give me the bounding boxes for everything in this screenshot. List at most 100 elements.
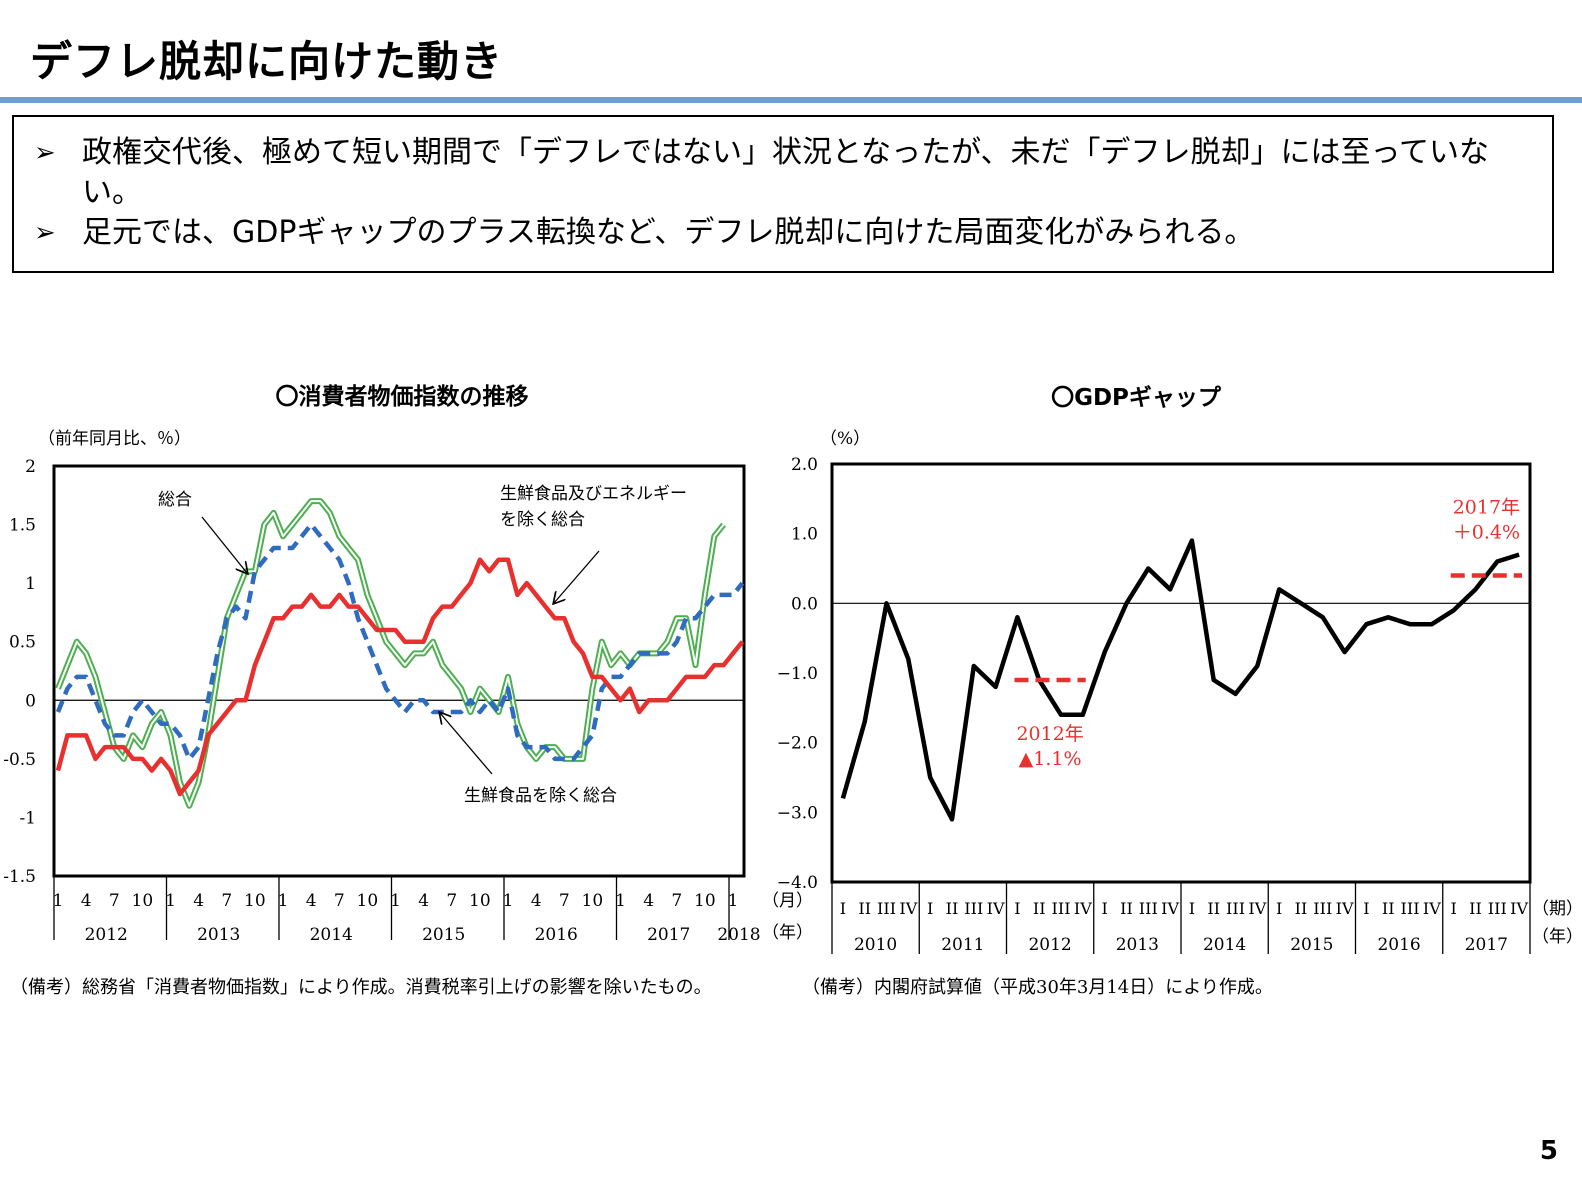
- annotation-core: 生鮮食品を除く総合: [464, 786, 617, 806]
- cpi-month-tick-label: 1: [390, 891, 401, 911]
- annotation-sogo: 総合: [158, 490, 192, 510]
- gdp-y-tick-label: −2.0: [777, 734, 818, 754]
- cpi-month-tick-label: 4: [193, 891, 204, 911]
- cpi-month-tick-label: 7: [334, 891, 345, 911]
- gdp-quarter-label: I: [927, 899, 933, 918]
- cpi-year-label: 2014: [310, 925, 353, 945]
- gdp-y-tick-label: −4.0: [777, 873, 818, 893]
- cpi-month-tick-label: 7: [109, 891, 120, 911]
- cpi-month-tick-label: 7: [446, 891, 457, 911]
- bullet-text: 足元では、GDPギャップのプラス転換など、デフレ脱却に向けた局面変化がみられる。: [82, 215, 1255, 250]
- cpi-y-tick-label: -1: [19, 808, 36, 828]
- annual-average-year-label: 2017年: [1453, 496, 1520, 518]
- gdp-quarter-label: IV: [1336, 899, 1354, 918]
- cpi-y-tick-label: -1.5: [3, 867, 36, 887]
- gdp-y-tick-label: 2.0: [791, 455, 818, 475]
- gdp-quarter-label: III: [1401, 899, 1420, 918]
- gdp-source-note: （備考）内閣府試算値（平成30年3月14日）により作成。: [802, 977, 1273, 998]
- gdp-quarter-label: III: [1313, 899, 1332, 918]
- gdp-year-label: 2012: [1028, 935, 1071, 955]
- gdp-quarter-label: II: [1207, 899, 1220, 918]
- cpi-month-tick-label: 10: [132, 891, 154, 911]
- annotation-core-core-line1: 生鮮食品及びエネルギー: [500, 484, 687, 504]
- cpi-month-tick-label: 10: [694, 891, 716, 911]
- gdp-quarter-label: I: [1450, 899, 1456, 918]
- annotation-core-core-line2: を除く総合: [500, 510, 585, 530]
- cpi-month-tick-label: 1: [728, 891, 739, 911]
- gdp-chart-title: 〇GDPギャップ: [1051, 385, 1222, 411]
- cpi-month-tick-label: 10: [582, 891, 604, 911]
- cpi-month-tick-label: 1: [503, 891, 514, 911]
- cpi-month-tick-label: 7: [559, 891, 570, 911]
- annual-average-year-label: 2012年: [1016, 723, 1083, 745]
- gdp-quarter-label: IV: [1510, 899, 1528, 918]
- bullet-text: 政権交代後、極めて短い期間で「デフレではない」状況となったが、未だ「デフレ脱却」…: [82, 135, 1489, 210]
- cpi-year-unit: （年）: [762, 923, 813, 943]
- bullet-item: ➢ 足元では、GDPギャップのプラス転換など、デフレ脱却に向けた局面変化がみられ…: [34, 213, 1532, 253]
- gdp-quarter-label: III: [1226, 899, 1245, 918]
- charts-canvas: 〇消費者物価指数の推移 （前年同月比、％） 2 1.5 1 0.5 0 -0.5 -1 -1.…: [3, 383, 1582, 955]
- cpi-month-tick-label: 7: [671, 891, 682, 911]
- gdp-plot-frame: [830, 462, 1532, 884]
- gdp-year-label: 2013: [1116, 935, 1159, 955]
- gdp-quarter-label: I: [1101, 899, 1107, 918]
- cpi-month-unit: （月）: [762, 891, 813, 911]
- gdp-quarter-label: II: [858, 899, 871, 918]
- gdp-quarter-label: III: [1052, 899, 1071, 918]
- cpi-month-tick-label: 1: [278, 891, 289, 911]
- arrow-bullet-icon: ➢: [34, 218, 56, 248]
- cpi-month-tick-label: 4: [418, 891, 429, 911]
- gdp-quarter-label: IV: [899, 899, 917, 918]
- page-number: 5: [1539, 1136, 1558, 1166]
- gdp-year-unit: （年）: [1532, 927, 1582, 947]
- cpi-y-axis-label: （前年同月比、％）: [38, 429, 191, 449]
- gdp-year-label: 2014: [1203, 935, 1246, 955]
- gdp-quarter-label: I: [840, 899, 846, 918]
- cpi-month-tick-label: 4: [306, 891, 317, 911]
- cpi-chart-title: 〇消費者物価指数の推移: [276, 383, 529, 410]
- gdp-chart: 〇GDPギャップ （%） 2.0 1.0 0.0 −1.0 −2.0 −3.0 −4.0 2…: [777, 385, 1582, 955]
- gdp-quarter-label: I: [1189, 899, 1195, 918]
- gdp-year-label: 2017: [1465, 935, 1508, 955]
- cpi-year-label: 2015: [422, 925, 465, 945]
- arrow-bullet-icon: ➢: [34, 138, 56, 168]
- cpi-month-tick-label: 4: [643, 891, 654, 911]
- cpi-month-tick-label: 10: [244, 891, 266, 911]
- annual-average-value-label: ▲1.1%: [1019, 748, 1082, 770]
- title-rule: [0, 97, 1582, 103]
- cpi-year-label: 2012: [85, 925, 128, 945]
- cpi-month-tick-label: 4: [81, 891, 92, 911]
- series-sogo-line-inner: [57, 500, 725, 807]
- annotation-arrow: [440, 713, 493, 775]
- cpi-y-tick-label: 1: [25, 574, 36, 594]
- cpi-plot-frame: [52, 464, 746, 878]
- cpi-year-label: 2017: [647, 925, 690, 945]
- series-core-core-line: [55, 557, 745, 797]
- gdp-quarter-label: III: [877, 899, 896, 918]
- gdp-y-tick-label: −3.0: [777, 803, 818, 823]
- gdp-quarter-label: III: [964, 899, 983, 918]
- cpi-month-tick-label: 7: [221, 891, 232, 911]
- gdp-quarter-label: II: [1295, 899, 1308, 918]
- annotation-core-core: 生鮮食品及びエネルギー を除く総合: [500, 484, 692, 530]
- gdp-quarter-label: I: [1363, 899, 1369, 918]
- gdp-y-tick-label: 1.0: [791, 525, 818, 545]
- cpi-month-tick-label: 1: [53, 891, 64, 911]
- gdp-quarter-label: I: [1276, 899, 1282, 918]
- annotation-arrow: [554, 550, 600, 603]
- gdp-quarter-label: III: [1139, 899, 1158, 918]
- gdp-year-label: 2016: [1377, 935, 1420, 955]
- gdp-quarter-label: IV: [1248, 899, 1266, 918]
- bullet-item: ➢ 政権交代後、極めて短い期間で「デフレではない」状況となったが、未だ「デフレ脱…: [34, 133, 1532, 213]
- gdp-quarter-label: II: [946, 899, 959, 918]
- cpi-y-tick-label: 0: [25, 691, 36, 711]
- cpi-month-tick-label: 4: [531, 891, 542, 911]
- cpi-chart: 〇消費者物価指数の推移 （前年同月比、％） 2 1.5 1 0.5 0 -0.5 -1 -1.…: [3, 383, 813, 945]
- cpi-year-label: 2016: [535, 925, 578, 945]
- gdp-year-label: 2010: [854, 935, 897, 955]
- gdp-quarter-label: II: [1382, 899, 1395, 918]
- cpi-y-tick-label: -0.5: [3, 750, 36, 770]
- cpi-month-tick-label: 1: [165, 891, 176, 911]
- gdp-quarter-label: IV: [1423, 899, 1441, 918]
- slide-title: デフレ脱却に向けた動き: [30, 37, 504, 86]
